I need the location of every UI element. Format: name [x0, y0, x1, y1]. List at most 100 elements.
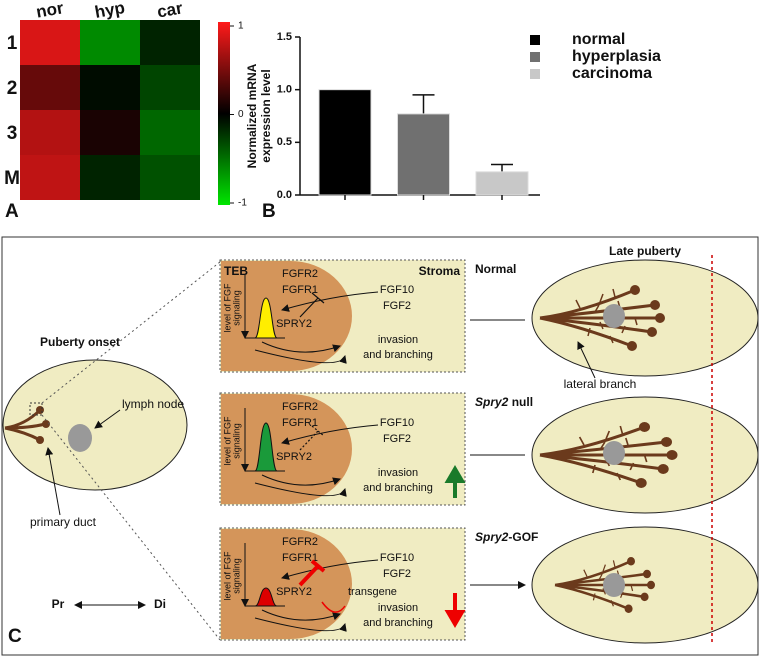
legend-label: hyperplasia	[572, 48, 661, 65]
up-arrow	[444, 465, 466, 498]
panel-label: C	[8, 626, 22, 647]
signal-peak	[254, 297, 278, 339]
row-label: M	[4, 168, 20, 189]
arrow	[254, 482, 347, 497]
puberty-onset-gland	[2, 261, 221, 641]
heatmap-cell	[20, 155, 80, 200]
legend-label: normal	[572, 31, 625, 48]
heatmap-cell	[20, 110, 80, 155]
gene-label: FGFR1	[282, 284, 318, 296]
region-label: TEB	[224, 264, 248, 278]
column-label: car	[156, 0, 185, 22]
heatmap-cell	[80, 20, 140, 65]
signal-peak	[254, 587, 278, 607]
signal-peak	[254, 422, 278, 472]
down-arrow	[444, 593, 466, 628]
panel-c-frame	[1, 236, 759, 656]
row-label: 3	[7, 123, 18, 144]
arrow	[281, 424, 379, 445]
condition-part: Spry2	[475, 530, 509, 544]
teb-shape	[221, 529, 352, 639]
y-tick-label: 1.0	[277, 84, 292, 96]
late-puberty-glands	[470, 255, 759, 644]
condition-title: Spry2-GOF	[475, 530, 538, 544]
bar	[397, 113, 450, 196]
gene-label: SPRY2	[276, 586, 312, 598]
legend-label: carcinoma	[572, 65, 652, 82]
heatmap-cell	[140, 110, 200, 155]
outcome-label: and branching	[363, 482, 433, 494]
axis-label: level of FGF	[222, 551, 232, 601]
y-tick-label: 0.5	[277, 136, 292, 148]
legend-swatch	[530, 52, 540, 62]
y-tick-label: 0.0	[277, 189, 292, 201]
row-label: 2	[7, 78, 18, 99]
colorbar	[218, 22, 230, 205]
outcome-label: and branching	[363, 349, 433, 361]
inhibition	[298, 559, 326, 587]
arrow	[281, 291, 379, 312]
condition-title: Spry2 null	[475, 395, 533, 409]
colorbar-tick-label: -1	[238, 198, 247, 209]
teb-shape	[221, 261, 352, 371]
gene-label: FGF10	[380, 284, 414, 296]
gene-label: FGFR1	[282, 552, 318, 564]
arrow	[261, 341, 341, 353]
gene-label: FGF10	[380, 552, 414, 564]
arrow	[254, 349, 347, 364]
annotation: lateral branch	[564, 377, 637, 391]
gene-label: FGF2	[383, 433, 411, 445]
gene-label: SPRY2	[276, 318, 312, 330]
transgene-arrow	[321, 601, 346, 613]
stage-title: Late puberty	[609, 244, 681, 258]
gene-label: FGFR2	[282, 401, 318, 413]
heatmap-cell	[20, 65, 80, 110]
gene-label: FGFR2	[282, 536, 318, 548]
stage-title: Puberty onset	[40, 335, 120, 349]
axis-label: level of FGF	[222, 283, 232, 333]
y-axis-label: expression level	[259, 69, 273, 162]
condition-part: null	[508, 395, 533, 409]
arrow	[261, 609, 341, 621]
axis-label: signaling	[231, 290, 241, 326]
legend-swatch	[530, 69, 540, 79]
outcome-label: invasion	[378, 334, 418, 346]
axis-end: Di	[154, 597, 166, 611]
outcome-label: invasion	[378, 467, 418, 479]
gene-label: FGF10	[380, 417, 414, 429]
panel-label: A	[5, 201, 19, 222]
panel-label: B	[262, 201, 276, 222]
colorbar-tick-label: 0	[238, 109, 244, 120]
heatmap-cell	[140, 20, 200, 65]
arrow	[281, 559, 379, 580]
gene-label: FGFR1	[282, 417, 318, 429]
gene-label: FGF2	[383, 568, 411, 580]
axis-label: signaling	[231, 423, 241, 459]
annotation: lymph node	[122, 397, 184, 411]
teb-shape	[221, 394, 352, 504]
condition-part: Spry2	[475, 395, 509, 409]
heatmap-cell	[80, 155, 140, 200]
inhibition	[299, 425, 325, 451]
heatmap-cell	[140, 65, 200, 110]
bar	[318, 89, 372, 196]
y-tick-label: 1.5	[277, 31, 292, 43]
arrow	[261, 474, 341, 486]
axis-label: signaling	[231, 558, 241, 594]
axis-label: level of FGF	[222, 416, 232, 466]
gene-label: FGF2	[383, 300, 411, 312]
condition-part: Normal	[475, 262, 516, 276]
column-label: hyp	[93, 0, 126, 22]
condition-title: Normal	[475, 262, 516, 276]
axis-end: Pr	[52, 597, 65, 611]
bar	[475, 171, 529, 196]
heatmap-cell	[20, 20, 80, 65]
legend-swatch	[530, 35, 540, 45]
region-label: Stroma	[419, 264, 461, 278]
heatmap-cell	[80, 110, 140, 155]
colorbar-tick-label: 1	[238, 21, 244, 32]
heatmap-cell	[140, 155, 200, 200]
heatmap-cell	[80, 65, 140, 110]
gene-label: SPRY2	[276, 451, 312, 463]
